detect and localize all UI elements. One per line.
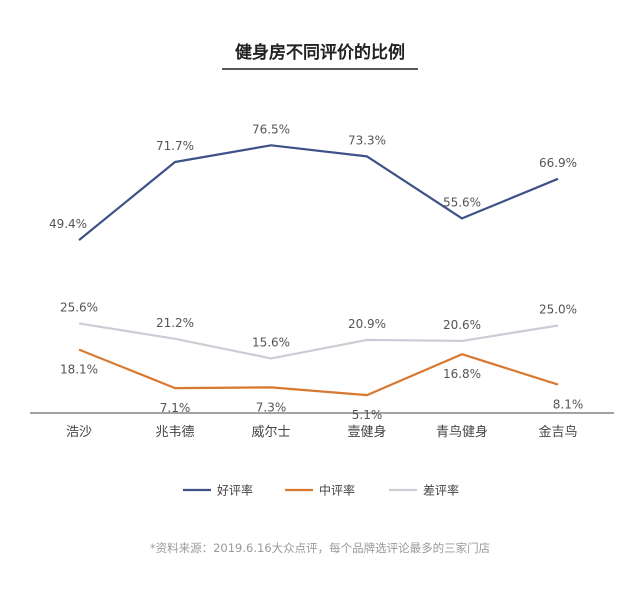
category-label-5: 青鸟健身: [436, 424, 488, 440]
source-note: *资料来源：2019.6.16大众点评，每个品牌选评论最多的三家门店: [150, 541, 490, 555]
series-layer: [78, 144, 559, 397]
category-label-4: 壹健身: [347, 424, 386, 440]
legend-label-2: 中评率: [319, 483, 355, 498]
data-label-s3-1: 25.6%: [60, 300, 98, 314]
legend: 好评率 中评率 差评率: [183, 483, 459, 498]
data-label-s1-3: 76.5%: [252, 122, 290, 136]
data-label-s1-1: 49.4%: [49, 217, 87, 231]
data-label-s2-2: 7.1%: [160, 401, 191, 415]
data-label-s3-5: 20.6%: [443, 318, 481, 332]
legend-label-1: 好评率: [217, 483, 253, 498]
data-label-s3-6: 25.0%: [539, 303, 577, 317]
data-label-s1-2: 71.7%: [156, 139, 194, 153]
data-label-s3-4: 20.9%: [348, 317, 386, 331]
category-axis: 浩沙 兆韦德 威尔士 壹健身 青鸟健身 金吉鸟: [66, 424, 578, 440]
legend-label-3: 差评率: [423, 483, 459, 498]
data-label-s3-3: 15.6%: [252, 335, 290, 349]
series-line-1: [78, 144, 559, 241]
data-label-s2-4: 5.1%: [352, 408, 383, 422]
data-label-s2-6: 8.1%: [553, 398, 584, 412]
data-label-s1-5: 55.6%: [443, 195, 481, 209]
data-label-s2-3: 7.3%: [256, 400, 287, 414]
data-label-s1-6: 66.9%: [539, 156, 577, 170]
data-label-s2-1: 18.1%: [60, 363, 98, 377]
category-label-6: 金吉鸟: [538, 424, 577, 440]
series-line-3: [78, 322, 559, 360]
category-label-3: 威尔士: [251, 425, 290, 440]
data-label-s2-5: 16.8%: [443, 367, 481, 381]
category-label-2: 兆韦德: [155, 425, 194, 440]
data-label-layer: 49.4% 71.7% 76.5% 73.3% 55.6% 66.9% 18.1% 7.1% 7…: [49, 122, 583, 422]
chart-title: 健身房不同评价的比例: [235, 42, 405, 63]
category-label-1: 浩沙: [66, 425, 92, 440]
series-line-2: [78, 348, 559, 397]
data-label-s3-2: 21.2%: [156, 316, 194, 330]
data-label-s1-4: 73.3%: [348, 133, 386, 147]
